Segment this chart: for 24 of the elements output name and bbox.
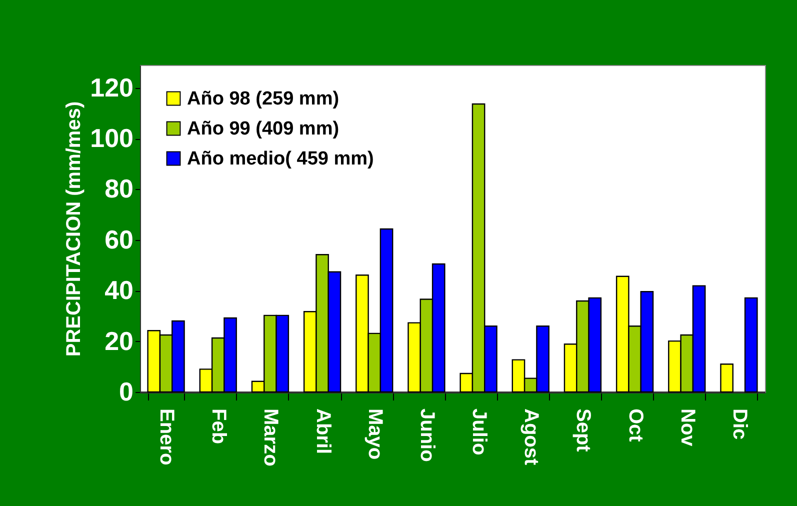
y-tick-label: 60 xyxy=(104,224,134,254)
y-tick-label: 100 xyxy=(90,123,134,154)
y-tick-label: 20 xyxy=(104,326,134,356)
x-tick-label: Julio xyxy=(468,408,490,456)
x-tick-label: Sept xyxy=(572,408,594,452)
y-tick-label: 120 xyxy=(90,72,134,102)
x-tick-label: Abril xyxy=(312,408,334,454)
legend-label: Año 98 (259 mm) xyxy=(187,88,340,110)
x-tick-label: Dic xyxy=(728,408,750,440)
legend-label: Año 99 (409 mm) xyxy=(187,118,340,140)
legend-label: Año medio( 459 mm) xyxy=(187,148,374,170)
x-tick-label: Mayo xyxy=(364,408,386,460)
x-tick-label: Oct xyxy=(624,408,646,442)
x-tick-label: Agost xyxy=(520,408,542,466)
y-tick-label: 0 xyxy=(119,376,134,406)
x-tick-label: Marzo xyxy=(260,408,282,466)
y-tick-label: 40 xyxy=(104,275,134,306)
bar xyxy=(720,364,734,393)
x-tick-label: Junio xyxy=(416,408,438,462)
y-tick-label: 80 xyxy=(104,174,134,204)
x-tick-label: Enero xyxy=(156,408,178,466)
x-tick-label: Nov xyxy=(676,408,698,448)
x-tick-label: Feb xyxy=(208,408,230,444)
y-axis-title: PRECIPITACION (mm/mes) xyxy=(63,101,86,357)
